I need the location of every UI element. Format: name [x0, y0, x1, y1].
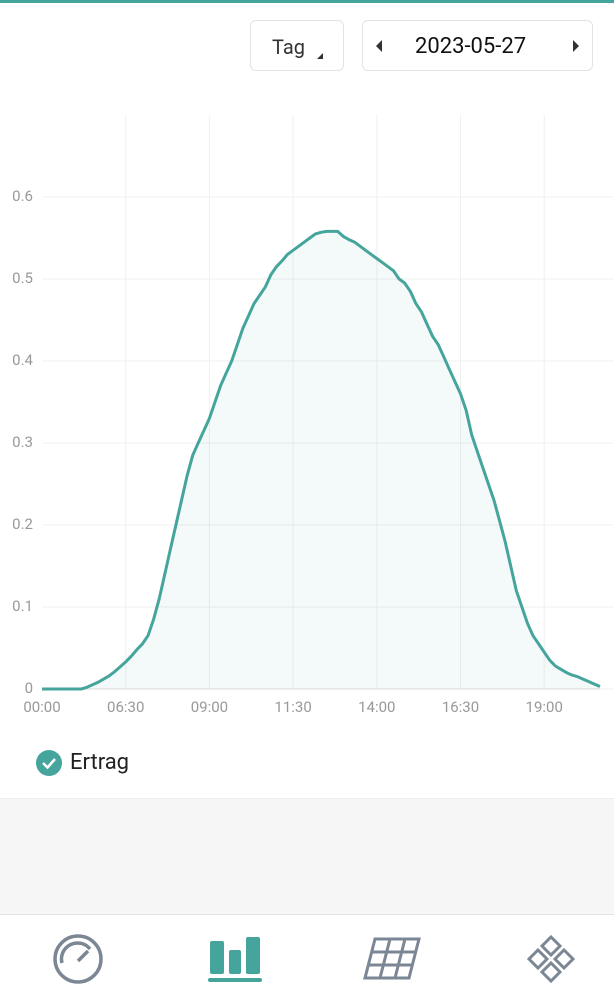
legend-label: Ertrag: [70, 750, 130, 775]
prev-day[interactable]: [373, 39, 385, 53]
date-picker[interactable]: 2023-05-27: [362, 20, 593, 71]
period-label: Tag: [272, 35, 305, 59]
spacer: [0, 798, 614, 915]
x-tick-label: 16:30: [442, 698, 479, 716]
nav-devices[interactable]: [526, 934, 576, 984]
y-tick-label: 0.3: [12, 433, 33, 451]
area: [42, 231, 600, 689]
x-tick-label: 11:30: [274, 698, 311, 716]
nav-dashboard[interactable]: [53, 934, 103, 984]
legend[interactable]: Ertrag: [0, 738, 200, 788]
nav-panels[interactable]: [363, 937, 421, 980]
line: [42, 229, 601, 691]
x-tick-label: 06:30: [107, 698, 144, 716]
x-tick-label: 14:00: [358, 698, 395, 716]
x-tick-label: 09:00: [191, 698, 228, 716]
nav-statistics[interactable]: [208, 937, 262, 982]
y-tick-label: 0.2: [12, 515, 33, 533]
dropdown-icon: [317, 53, 323, 59]
date-label: 2023-05-27: [415, 34, 527, 59]
y-tick-label: 0: [25, 679, 33, 697]
y-tick-label: 0.4: [12, 351, 33, 369]
legend-check: [36, 750, 62, 776]
x-tick-label: 19:00: [526, 698, 563, 716]
next-day[interactable]: [570, 39, 582, 53]
y-tick-label: 0.6: [12, 187, 33, 205]
bottom-nav: [0, 914, 614, 1001]
x-tick-label: 00:00: [23, 698, 60, 716]
y-tick-label: 0.1: [12, 597, 33, 615]
y-tick-label: 0.5: [12, 269, 33, 287]
top-bar: [0, 0, 614, 3]
period-select[interactable]: Tag: [250, 20, 344, 71]
chart: 0 0.1 0.2 0.3 0.4 0.5 0.6 00:00 06:30 09:00 11:30 1…: [12, 115, 614, 716]
